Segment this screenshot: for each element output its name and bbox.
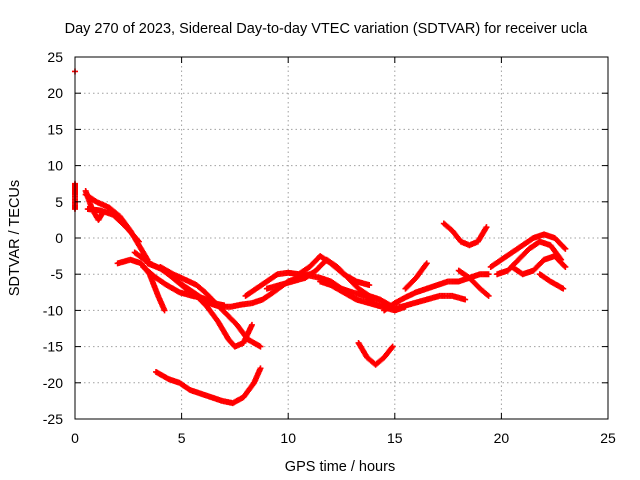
data-point (423, 260, 430, 267)
data-point (366, 282, 373, 289)
y-tick-label: 5 (55, 194, 63, 210)
data-point (462, 296, 469, 303)
series-track-17 (455, 267, 492, 299)
series-track-09 (153, 365, 264, 407)
series-track-20 (487, 231, 569, 270)
data-point (135, 238, 142, 245)
series-track-03 (82, 187, 106, 223)
series-track-19 (440, 220, 490, 249)
data-point (562, 245, 569, 252)
data-point (483, 224, 490, 231)
series-track-11 (263, 256, 396, 310)
series-track-23 (536, 271, 567, 292)
data-point (257, 343, 264, 350)
x-tick-label: 20 (494, 430, 510, 446)
x-tick-label: 5 (178, 430, 186, 446)
axis-ticks: 0 5 10 15 20 25 -25 -20 -15 -10 -5 0 5 10 15 20 25 (43, 49, 616, 446)
y-axis-label: SDTVAR / TECUs (7, 180, 23, 296)
data-point (99, 209, 106, 216)
x-tick-label: 15 (387, 430, 403, 446)
y-tick-label: 25 (47, 49, 63, 65)
x-tick-label: 10 (280, 430, 296, 446)
x-tick-label: 0 (71, 430, 79, 446)
y-tick-label: 15 (47, 121, 63, 137)
y-tick-label: 20 (47, 85, 63, 101)
y-tick-label: -15 (43, 339, 63, 355)
series-track-08 (157, 263, 264, 350)
data-point (221, 302, 228, 309)
series-track-15 (381, 271, 492, 314)
data-point (248, 321, 255, 328)
chart-title: Day 270 of 2023, Sidereal Day-to-day VTE… (65, 21, 589, 37)
x-tick-label: 25 (600, 430, 616, 446)
data-point (561, 244, 568, 251)
y-tick-label: 0 (55, 230, 63, 246)
y-tick-label: -25 (43, 411, 63, 427)
data-points (72, 68, 569, 407)
y-tick-label: -20 (43, 375, 63, 391)
x-axis-label: GPS time / hours (285, 459, 395, 475)
data-point (161, 307, 168, 314)
data-point (485, 271, 492, 278)
data-point (134, 237, 141, 244)
series-track-22 (509, 253, 569, 278)
y-tick-label: -5 (51, 266, 64, 282)
grid-lines (75, 57, 608, 419)
series-track-18 (355, 339, 396, 368)
data-point (562, 263, 569, 270)
y-tick-label: 10 (47, 158, 63, 174)
series-track-12 (295, 253, 373, 289)
data-point (257, 365, 264, 372)
data-point (560, 285, 567, 292)
y-tick-label: -10 (43, 302, 63, 318)
data-point (561, 262, 568, 269)
data-point (389, 343, 396, 350)
data-point (485, 292, 492, 299)
series-track-16 (402, 260, 430, 292)
